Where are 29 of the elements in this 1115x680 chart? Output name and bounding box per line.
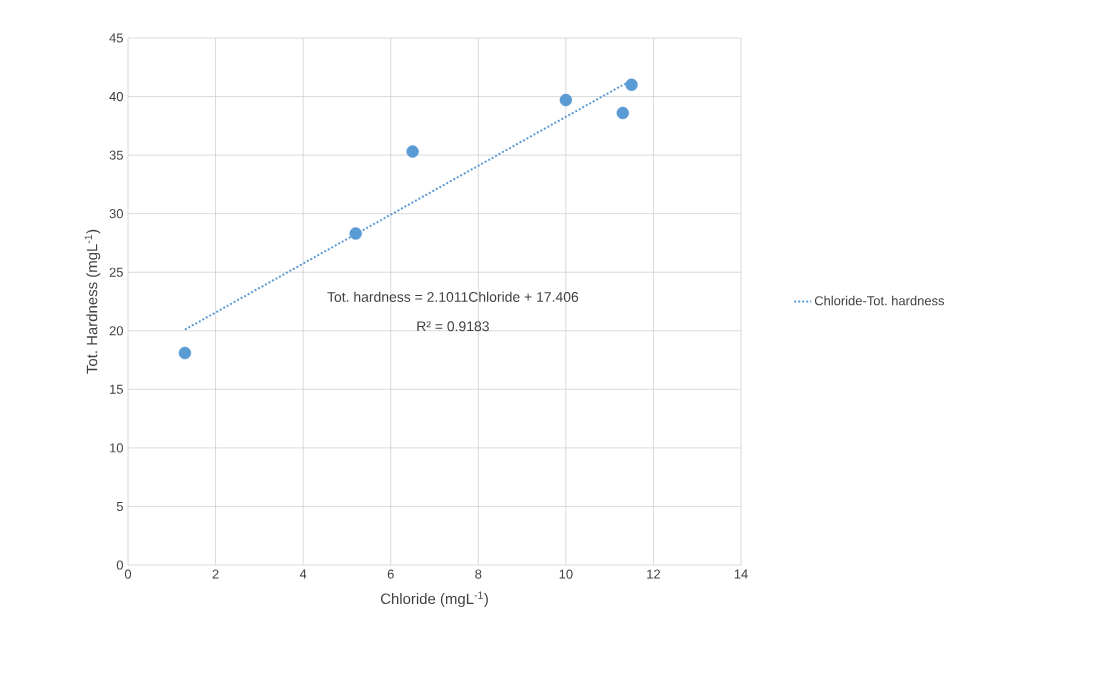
y-axis-title: Tot. Hardness (mgL$^{-1}$) [84, 229, 101, 374]
y-tick-label: 30 [109, 209, 123, 219]
x-axis-title: Chloride (mgL$^{-1}$) [380, 591, 488, 608]
y-tick-label: 5 [116, 501, 123, 511]
y-tick-label: 20 [109, 326, 123, 336]
x-tick-label: 8 [475, 569, 482, 579]
x-tick-label: 14 [734, 569, 748, 579]
point [178, 346, 192, 360]
x-tick-label: 10 [559, 569, 573, 579]
x-tick-label: 0 [124, 569, 132, 579]
point [349, 227, 362, 240]
annotation: R² = 0.9183 [417, 321, 489, 332]
x-tick-label: 6 [387, 569, 394, 579]
x-tick-label: 4 [299, 569, 307, 579]
point [406, 145, 419, 158]
y-tick-label: 0 [116, 560, 123, 570]
y-tick-label: 40 [109, 91, 123, 102]
point [625, 78, 638, 92]
x-tick-label: 12 [647, 569, 660, 579]
y-tick-label: 35 [109, 150, 123, 160]
annotation: Tot. hardness = 2.1011Chloride + 17.406 [327, 291, 579, 302]
y-tick-label: 15 [110, 384, 123, 394]
x-tick-label: 2 [212, 569, 219, 579]
y-tick-label: 25 [109, 267, 123, 277]
y-tick-label: 10 [110, 443, 123, 453]
y-tick-label: 45 [109, 33, 123, 43]
legend-label: Chloride-Tot. hardness [814, 295, 945, 306]
point [616, 106, 629, 120]
point [559, 93, 573, 107]
